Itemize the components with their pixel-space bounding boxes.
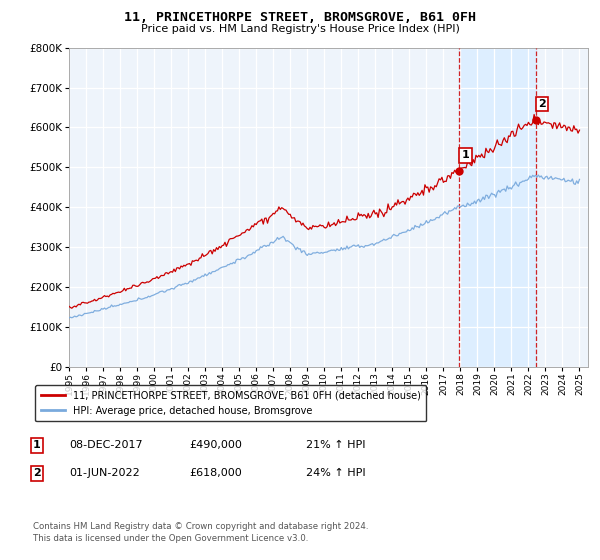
Text: 1: 1	[461, 150, 469, 160]
Text: 08-DEC-2017: 08-DEC-2017	[69, 440, 143, 450]
Legend: 11, PRINCETHORPE STREET, BROMSGROVE, B61 0FH (detached house), HPI: Average pric: 11, PRINCETHORPE STREET, BROMSGROVE, B61…	[35, 385, 427, 422]
Text: £618,000: £618,000	[189, 468, 242, 478]
Text: 2: 2	[538, 99, 546, 109]
Text: 21% ↑ HPI: 21% ↑ HPI	[306, 440, 365, 450]
Text: 01-JUN-2022: 01-JUN-2022	[69, 468, 140, 478]
Text: 24% ↑ HPI: 24% ↑ HPI	[306, 468, 365, 478]
Text: 2: 2	[33, 468, 41, 478]
Bar	[459, 48, 536, 367]
Text: Price paid vs. HM Land Registry's House Price Index (HPI): Price paid vs. HM Land Registry's House …	[140, 24, 460, 34]
Text: £490,000: £490,000	[189, 440, 242, 450]
Text: 11, PRINCETHORPE STREET, BROMSGROVE, B61 0FH: 11, PRINCETHORPE STREET, BROMSGROVE, B61…	[124, 11, 476, 24]
Text: 1: 1	[33, 440, 41, 450]
Text: Contains HM Land Registry data © Crown copyright and database right 2024.
This d: Contains HM Land Registry data © Crown c…	[33, 522, 368, 543]
